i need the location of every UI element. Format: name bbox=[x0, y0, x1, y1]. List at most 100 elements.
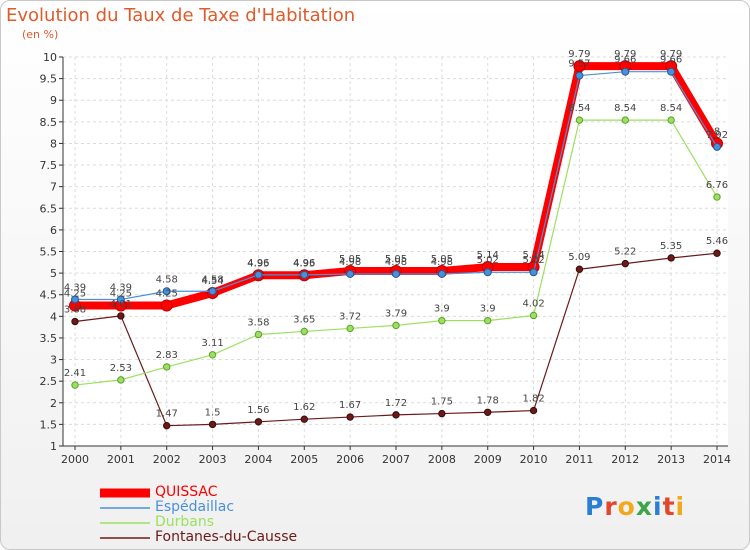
data-label-espedaillac: 5.02 bbox=[522, 255, 544, 266]
data-point-durbans bbox=[163, 363, 171, 371]
data-label-espedaillac: 9.66 bbox=[614, 55, 636, 66]
data-point-espedaillac bbox=[621, 67, 630, 76]
y-tick-label: 5.5 bbox=[40, 246, 58, 259]
data-label-espedaillac: 4.58 bbox=[156, 274, 178, 285]
data-label-fontanes-du-causse: 1.82 bbox=[522, 394, 544, 405]
data-label-espedaillac: 4.58 bbox=[201, 274, 223, 285]
data-label-durbans: 2.41 bbox=[64, 368, 86, 379]
data-label-durbans: 6.76 bbox=[706, 180, 728, 191]
data-label-durbans: 3.9 bbox=[480, 304, 496, 315]
data-point-durbans bbox=[484, 316, 492, 325]
data-point-fontanes-du-causse bbox=[163, 421, 171, 430]
y-tick-label: 9 bbox=[50, 94, 57, 107]
data-label-durbans: 4.02 bbox=[522, 298, 544, 309]
y-tick-label: 5 bbox=[50, 267, 57, 280]
y-tick-label: 1 bbox=[50, 440, 57, 453]
chart-title: Evolution du Taux de Taxe d'Habitation bbox=[6, 5, 356, 26]
x-tick-label: 2007 bbox=[382, 453, 410, 466]
data-point-durbans bbox=[71, 381, 79, 389]
y-tick-label: 10 bbox=[43, 51, 57, 64]
x-tick-label: 2009 bbox=[474, 453, 502, 466]
legend-label-durbans: Durbans bbox=[155, 514, 215, 530]
y-tick-label: 3.5 bbox=[40, 332, 58, 345]
y-tick-label: 4 bbox=[50, 310, 57, 323]
data-point-durbans bbox=[438, 316, 446, 325]
data-point-espedaillac bbox=[208, 287, 217, 296]
data-label-durbans: 3.11 bbox=[201, 338, 223, 349]
data-label-fontanes-du-causse: 1.75 bbox=[431, 397, 453, 408]
y-tick-label: 4.5 bbox=[40, 289, 58, 302]
data-point-durbans bbox=[575, 116, 584, 124]
data-label-fontanes-du-causse: 1.5 bbox=[205, 407, 221, 418]
data-point-fontanes-du-causse bbox=[254, 418, 263, 426]
data-label-espedaillac: 5.02 bbox=[477, 255, 499, 266]
data-label-espedaillac: 9.66 bbox=[660, 55, 682, 66]
data-label-fontanes-du-causse: 5.46 bbox=[706, 236, 728, 247]
data-point-espedaillac bbox=[162, 287, 171, 296]
data-point-espedaillac bbox=[346, 269, 355, 278]
data-label-fontanes-du-causse: 1.47 bbox=[156, 409, 178, 420]
y-tick-label: 9.5 bbox=[40, 73, 58, 86]
data-point-espedaillac bbox=[254, 270, 263, 279]
data-point-fontanes-du-causse bbox=[300, 415, 308, 423]
data-label-fontanes-du-causse: 3.88 bbox=[64, 305, 86, 316]
data-point-quissac bbox=[160, 299, 173, 312]
data-point-durbans bbox=[667, 116, 675, 124]
legend-label-espedaillac: Espédaillac bbox=[155, 499, 235, 515]
data-label-durbans: 3.58 bbox=[247, 317, 269, 328]
data-point-fontanes-du-causse bbox=[529, 406, 538, 415]
y-tick-label: 8 bbox=[50, 137, 57, 150]
data-point-espedaillac bbox=[529, 268, 538, 277]
data-label-quissac: 4.95 bbox=[293, 258, 315, 269]
data-point-espedaillac bbox=[392, 269, 400, 278]
data-point-espedaillac bbox=[713, 142, 721, 151]
x-tick-label: 2008 bbox=[428, 453, 456, 466]
data-label-fontanes-du-causse: 5.09 bbox=[568, 252, 590, 263]
proxiti-logo: Proxiti bbox=[585, 492, 686, 521]
data-point-espedaillac bbox=[483, 268, 492, 277]
data-label-espedaillac: 4.39 bbox=[110, 282, 132, 293]
data-label-durbans: 2.83 bbox=[156, 350, 178, 361]
x-tick-label: 2001 bbox=[107, 453, 135, 466]
data-label-espedaillac: 4.98 bbox=[385, 257, 407, 268]
data-label-quissac: 5.14 bbox=[477, 250, 499, 261]
data-point-espedaillac bbox=[437, 269, 446, 278]
data-point-durbans bbox=[254, 330, 263, 339]
data-point-fontanes-du-causse bbox=[346, 413, 354, 421]
data-label-espedaillac: 9.57 bbox=[568, 59, 590, 70]
data-point-fontanes-du-causse bbox=[438, 409, 446, 418]
data-label-fontanes-du-causse: 1.72 bbox=[385, 398, 407, 409]
x-tick-label: 2013 bbox=[657, 453, 685, 466]
data-label-durbans: 3.65 bbox=[293, 314, 315, 325]
data-point-fontanes-du-causse bbox=[575, 265, 584, 273]
x-tick-label: 2006 bbox=[336, 453, 364, 466]
data-label-durbans: 8.54 bbox=[614, 103, 636, 114]
x-tick-label: 2011 bbox=[565, 453, 593, 466]
y-tick-label: 2 bbox=[50, 397, 57, 410]
data-label-espedaillac: 4.98 bbox=[431, 257, 453, 268]
data-point-durbans bbox=[346, 324, 354, 333]
data-label-fontanes-du-causse: 4.01 bbox=[110, 299, 132, 310]
x-tick-label: 2004 bbox=[244, 453, 272, 466]
data-point-durbans bbox=[117, 376, 125, 384]
data-point-espedaillac bbox=[667, 67, 676, 76]
data-point-durbans bbox=[529, 311, 538, 320]
x-tick-label: 2010 bbox=[520, 453, 548, 466]
data-point-fontanes-du-causse bbox=[484, 408, 492, 416]
data-point-fontanes-du-causse bbox=[667, 254, 675, 262]
chart-unit-label: (en %) bbox=[22, 28, 59, 41]
y-tick-label: 7.5 bbox=[40, 159, 58, 172]
legend-label-fontanes-du-causse: Fontanes-du-Causse bbox=[155, 529, 298, 545]
data-label-espedaillac: 4.39 bbox=[64, 282, 86, 293]
data-label-quissac: 5.05 bbox=[431, 254, 453, 265]
y-tick-label: 8.5 bbox=[40, 116, 58, 129]
data-label-fontanes-du-causse: 1.62 bbox=[293, 402, 315, 413]
data-label-quissac: 8 bbox=[714, 126, 720, 137]
data-label-durbans: 8.54 bbox=[660, 103, 682, 114]
x-tick-label: 2000 bbox=[61, 453, 89, 466]
data-point-espedaillac bbox=[575, 71, 584, 80]
data-point-fontanes-du-causse bbox=[208, 420, 217, 429]
data-label-quissac: 4.25 bbox=[110, 289, 132, 300]
data-label-quissac: 5.05 bbox=[339, 254, 361, 265]
data-point-fontanes-du-causse bbox=[392, 411, 400, 419]
